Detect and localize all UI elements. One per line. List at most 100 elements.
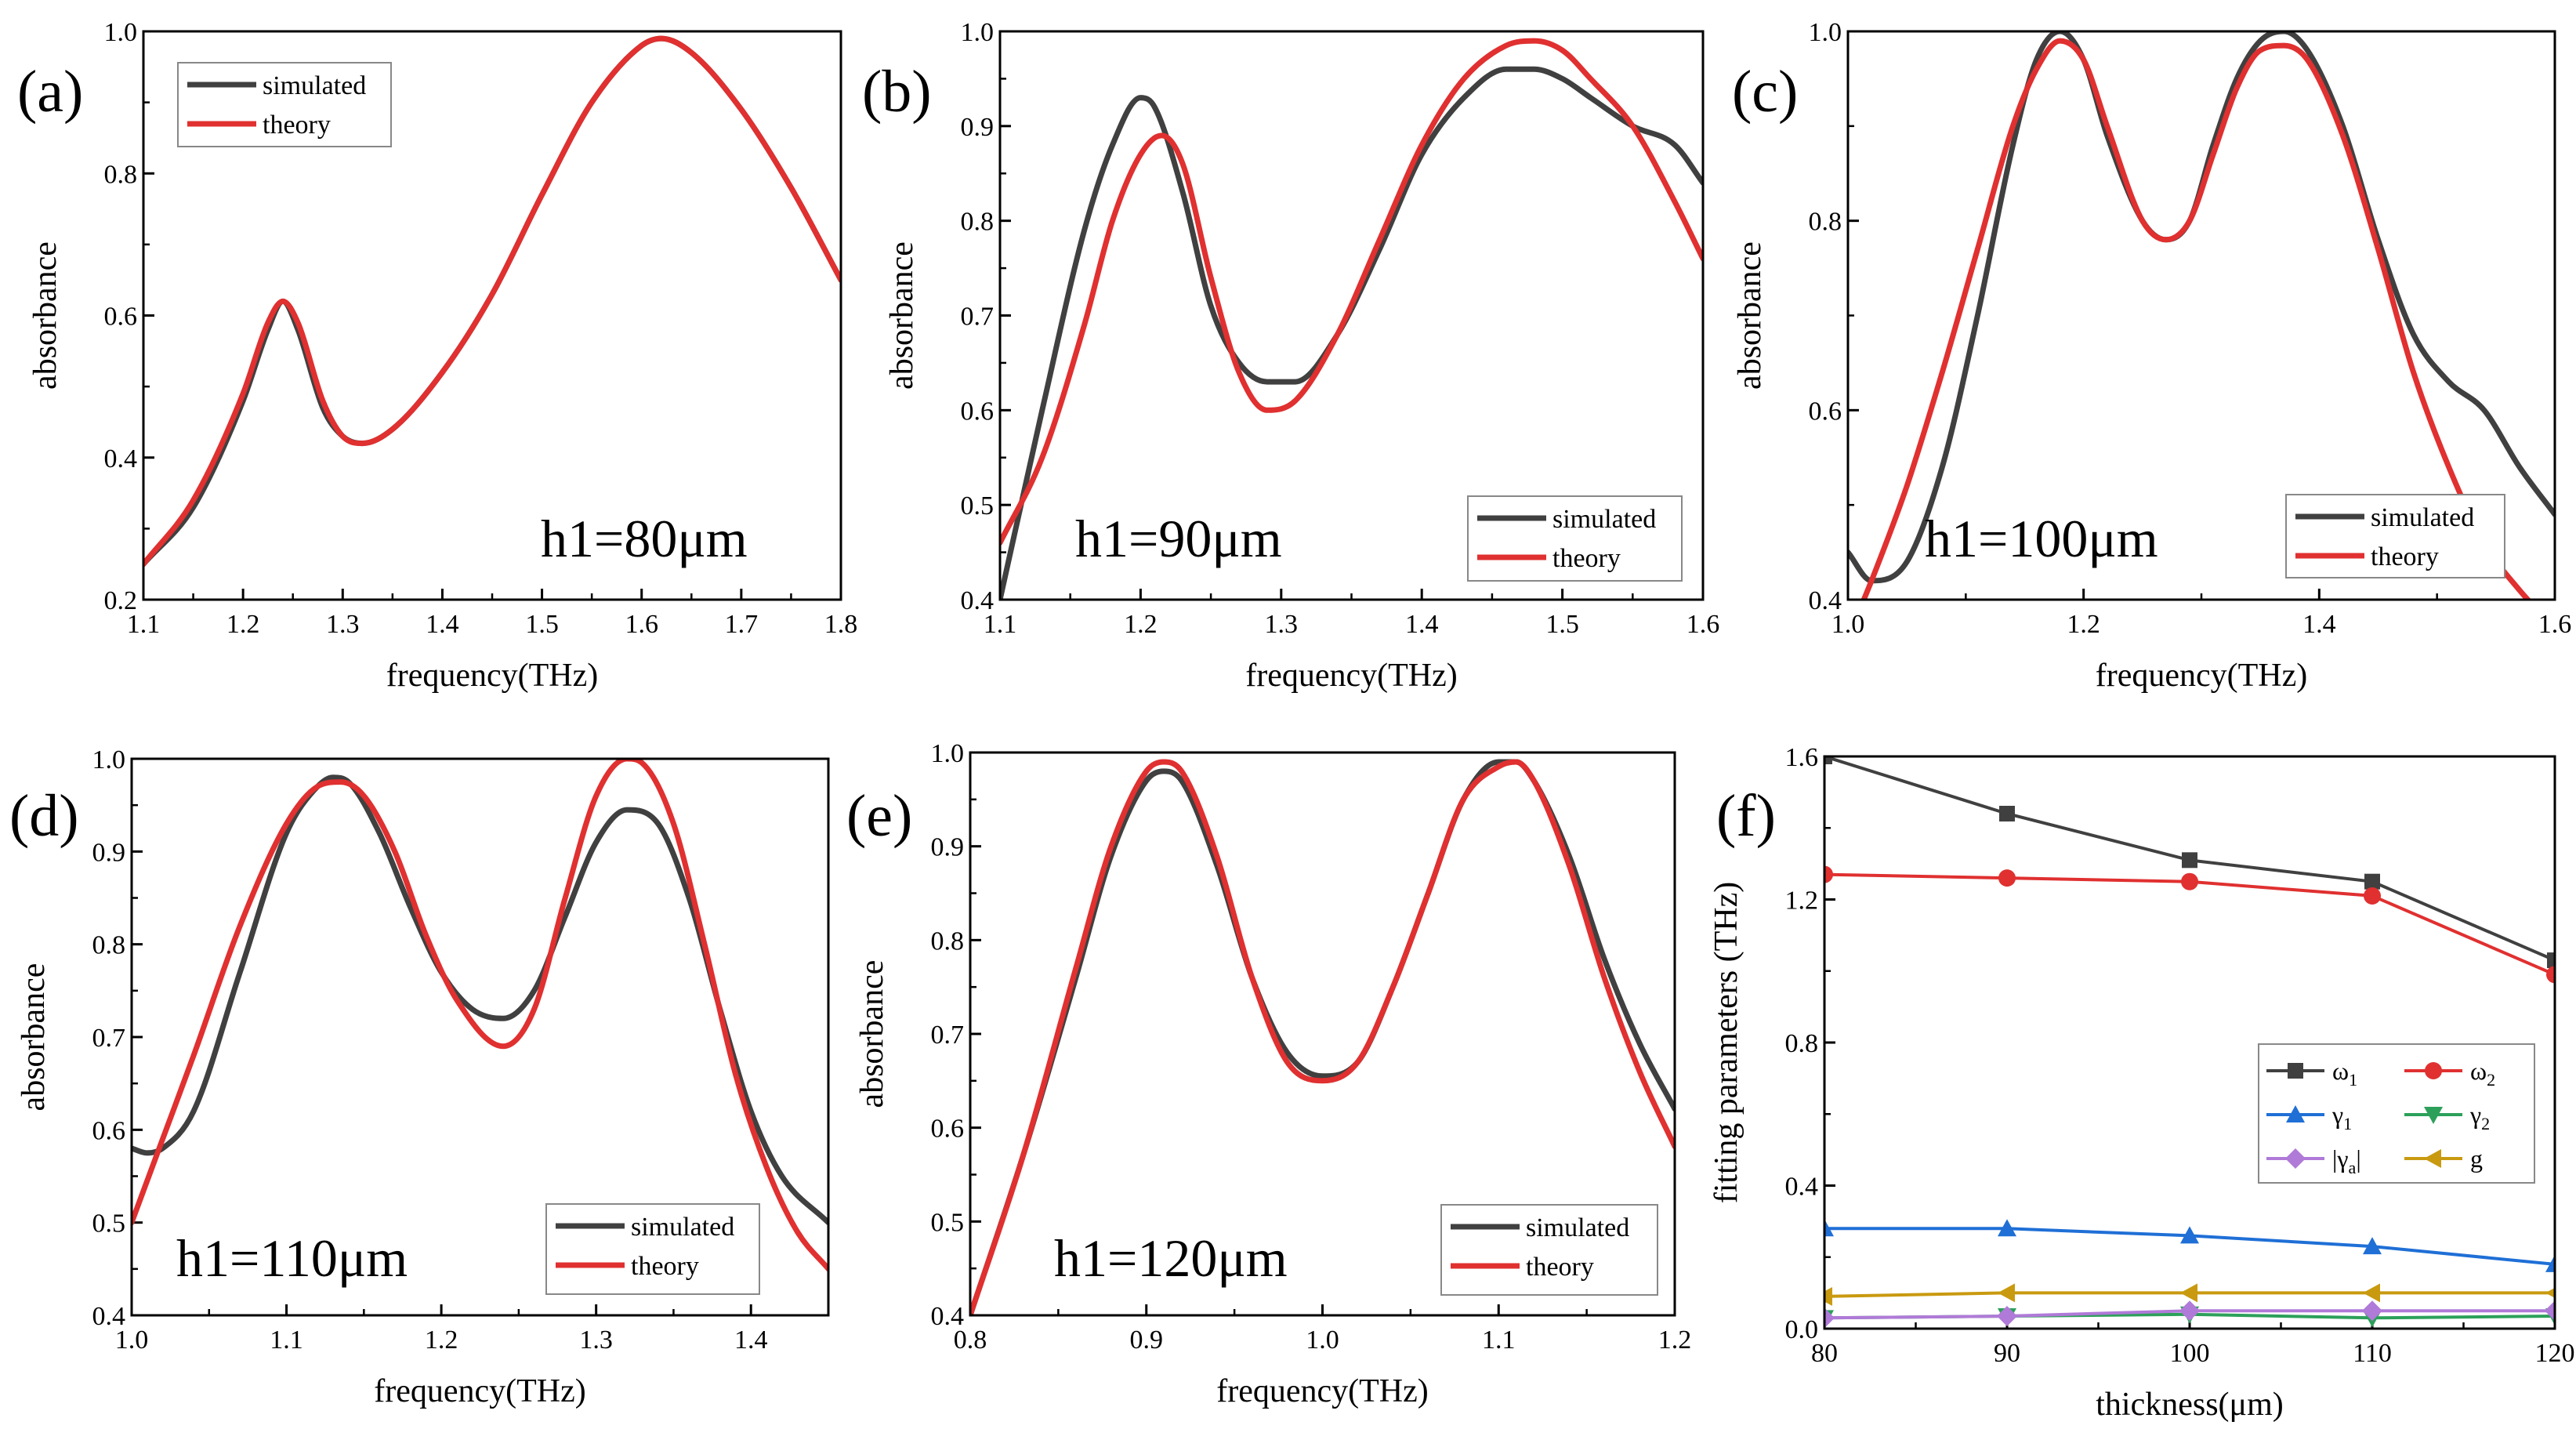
- axes-frame: [998, 30, 1705, 601]
- x-tick-label: 1.2: [425, 1326, 458, 1355]
- x-tick-label: 1.3: [579, 1326, 613, 1355]
- x-axis-label: frequency(THz): [1245, 658, 1458, 694]
- x-tick-label: 1.0: [115, 1326, 149, 1355]
- data-point: [2547, 952, 2555, 969]
- y-tick-label: 0.6: [104, 303, 138, 332]
- x-axis-label: thickness(μm): [2096, 1387, 2283, 1423]
- x-tick-label: 0.9: [1130, 1326, 1164, 1355]
- y-tick-label: 0.9: [931, 833, 965, 862]
- legend-label: simulated: [1552, 505, 1656, 534]
- y-tick-label: 0.4: [961, 586, 995, 615]
- legend-label: theory: [1526, 1253, 1594, 1282]
- data-point: [1998, 869, 2016, 887]
- legend-label: simulated: [1526, 1213, 1629, 1242]
- y-tick-label: 0.7: [961, 303, 995, 332]
- legend-label: theory: [1552, 544, 1621, 573]
- legend-marker: [2425, 1062, 2442, 1079]
- y-tick-label: 0.5: [92, 1209, 126, 1238]
- x-tick-label: 1.2: [1124, 610, 1158, 639]
- thickness-annotation: h1=80μm: [541, 509, 748, 568]
- x-axis-label: frequency(THz): [386, 658, 599, 694]
- x-tick-label: 90: [1994, 1339, 2020, 1368]
- thickness-annotation: h1=90μm: [1075, 509, 1282, 568]
- legend-label: γ2: [2469, 1101, 2490, 1133]
- x-tick-label: 1.4: [1405, 610, 1439, 639]
- x-tick-label: 1.6: [2538, 610, 2572, 639]
- x-axis-label: frequency(THz): [2096, 658, 2308, 694]
- panel-e: 0.8 0.9 1.0 1.1 1.2 0.4 0.5 0.6 0.7 0.8 0.9 1.0 freq…: [846, 739, 1691, 1409]
- panel-b: 1.1 1.2 1.3 1.4 1.5 1.6 0.4 0.5 0.6 0.7 0.8 0.9 1.0 f…: [862, 18, 1719, 694]
- y-tick-label: 0.6: [1809, 397, 1842, 426]
- data-point: [1824, 1286, 1832, 1306]
- plot-area: [1000, 38, 1703, 600]
- data-point: [2362, 1300, 2382, 1322]
- y-tick-label: 0.8: [961, 208, 995, 237]
- y-tick-label: 0.0: [1785, 1315, 1819, 1344]
- series-line: [1000, 38, 1703, 546]
- x-tick-label: 0.8: [954, 1326, 987, 1355]
- x-tick-label: 1.3: [326, 610, 360, 639]
- panel-d: 1.0 1.1 1.2 1.3 1.4 0.4 0.5 0.6 0.7 0.8 0.9 1.0 freq…: [9, 745, 830, 1409]
- panel-label: (d): [9, 783, 79, 849]
- y-tick-label: 0.4: [1809, 586, 1842, 615]
- y-axis-label: absorbance: [884, 241, 920, 390]
- panel-a: 1.1 1.2 1.3 1.4 1.5 1.6 1.7 1.8 0.2 0.4 0.6 0.8 1.0 f…: [17, 18, 857, 694]
- y-axis-label: absorbance: [854, 960, 890, 1108]
- legend-marker: [2424, 1107, 2443, 1124]
- legend-marker: [2424, 1149, 2441, 1168]
- x-tick-label: 1.1: [270, 1326, 303, 1355]
- panel-label: (e): [846, 783, 912, 849]
- x-tick-label: 1.5: [525, 610, 559, 639]
- x-tick-label: 1.2: [226, 610, 260, 639]
- legend-box: [545, 1203, 760, 1295]
- data-point: [2546, 966, 2555, 984]
- x-tick-label: 1.1: [984, 610, 1017, 639]
- legend: simulated theory: [1467, 495, 1683, 582]
- data-point: [2364, 873, 2380, 890]
- x-tick-label: 1.6: [625, 610, 658, 639]
- y-axis-label: absorbance: [27, 241, 63, 390]
- panel-c: 1.0 1.2 1.4 1.6 0.4 0.6 0.8 1.0 frequency(THz) ab…: [1732, 18, 2571, 694]
- data-point: [2545, 1287, 2555, 1298]
- y-tick-label: 0.8: [104, 160, 138, 189]
- data-point: [2364, 887, 2381, 905]
- x-tick-label: 1.7: [725, 610, 759, 639]
- y-tick-label: 0.6: [961, 397, 995, 426]
- legend-box: [177, 62, 392, 147]
- x-tick-label: 1.0: [1306, 1326, 1339, 1355]
- legend-label: γ1: [2331, 1101, 2352, 1133]
- y-axis-label: fitting parameters (THz): [1708, 882, 1745, 1203]
- data-point: [2363, 1237, 2382, 1255]
- y-tick-label: 0.9: [92, 838, 126, 867]
- x-tick-label: 1.8: [824, 610, 858, 639]
- y-tick-label: 1.0: [92, 745, 126, 774]
- y-tick-label: 1.0: [931, 739, 965, 768]
- legend-marker: [2288, 1063, 2303, 1079]
- legend-marker: [2285, 1148, 2306, 1169]
- plot-area: [1848, 31, 2555, 600]
- y-tick-label: 0.8: [1809, 208, 1842, 237]
- y-tick-label: 1.2: [1785, 887, 1819, 916]
- axes-frame: [1823, 755, 2556, 1330]
- legend: simulated theory: [2285, 494, 2505, 578]
- y-tick-label: 0.8: [92, 931, 126, 960]
- data-point: [2180, 1283, 2197, 1303]
- legend-label: |γa|: [2332, 1144, 2361, 1177]
- legend: ω1 ω2 γ1 γ2 |γa| g: [2258, 1043, 2535, 1184]
- legend: simulated theory: [177, 62, 392, 147]
- data-point: [2182, 852, 2197, 869]
- y-tick-label: 0.9: [961, 113, 995, 142]
- x-tick-label: 1.4: [734, 1326, 768, 1355]
- axes-frame: [969, 751, 1676, 1317]
- data-point: [1997, 1306, 2017, 1327]
- series-line: [143, 35, 841, 568]
- thickness-annotation: h1=120μm: [1054, 1228, 1288, 1288]
- series-line: [132, 774, 828, 1226]
- y-axis-label: absorbance: [1732, 241, 1768, 390]
- y-tick-label: 0.5: [961, 491, 995, 520]
- legend-box: [2285, 494, 2505, 578]
- legend-box: [1467, 495, 1683, 582]
- data-point: [2545, 1254, 2555, 1272]
- y-tick-label: 0.4: [931, 1302, 965, 1331]
- x-axis-label: frequency(THz): [1216, 1373, 1429, 1409]
